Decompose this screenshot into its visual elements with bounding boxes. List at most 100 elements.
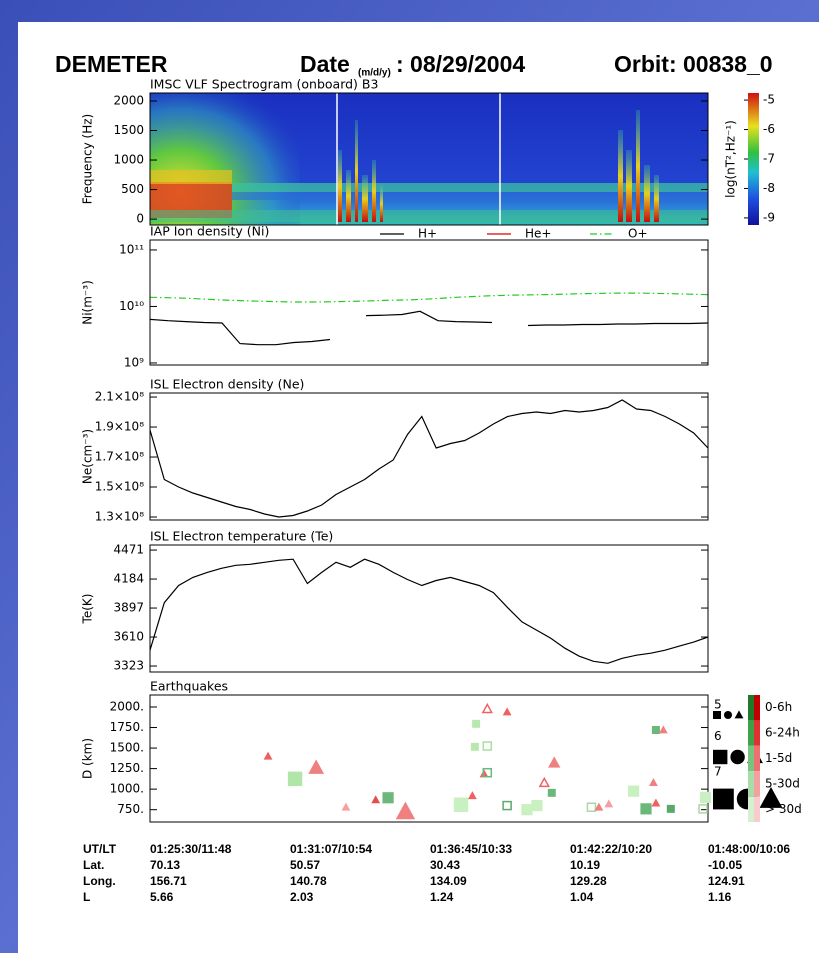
earthquake-point (586, 802, 597, 812)
y-tick-label: 2000. (110, 699, 144, 713)
table-cell: -10.05 (708, 858, 742, 872)
y-tick-label: 1000 (113, 153, 144, 167)
y-tick-label: 1000. (110, 782, 144, 796)
magnitude-legend-marker (724, 711, 732, 719)
y-tick-label: 1250. (110, 761, 144, 775)
earthquake-point (651, 798, 661, 807)
earthquake-point (263, 751, 273, 760)
legend-label: O+ (628, 227, 648, 241)
earthquake-point (382, 792, 394, 804)
y-axis-label: Frequency (Hz) (81, 114, 95, 205)
series-line (149, 558, 709, 664)
magnitude-legend-label: 6 (714, 729, 722, 743)
series-line (149, 292, 709, 303)
y-tick-label: 2.1×10⁸ (95, 390, 144, 404)
earthquake-point (308, 759, 325, 774)
earthquake-point (698, 804, 708, 814)
time-legend-label: 5-30d (765, 776, 800, 790)
time-legend-swatch (754, 771, 760, 797)
earthquake-point (640, 803, 652, 815)
earthquake-point (658, 725, 668, 734)
y-tick-label: 750. (117, 802, 144, 816)
y-tick-label: 10¹⁰ (119, 299, 144, 313)
earthquake-point (502, 707, 512, 716)
table-cell: 01:31:07/10:54 (290, 842, 372, 856)
table-cell: 156.71 (150, 874, 187, 888)
earthquake-point (502, 800, 512, 811)
legend-label: He+ (525, 227, 551, 241)
earthquake-point (547, 788, 556, 797)
plot-frame (149, 544, 709, 673)
table-cell: 70.13 (150, 858, 180, 872)
earthquake-point (481, 702, 493, 714)
y-tick-label: 2000 (113, 93, 144, 107)
earthquake-point (604, 799, 614, 808)
table-cell: 134.09 (430, 874, 467, 888)
y-tick-label: 3323 (113, 659, 144, 673)
earthquake-point (699, 791, 712, 803)
earthquake-point (287, 771, 303, 786)
plot-frame (149, 694, 709, 823)
header-date-label: Date (300, 51, 350, 77)
y-tick-label: 10¹¹ (119, 242, 144, 256)
y-axis-label: Ni(m⁻³) (81, 280, 95, 325)
magnitude-legend-marker (730, 749, 745, 765)
table-cell: 129.28 (570, 874, 607, 888)
table-cell: 50.57 (290, 858, 320, 872)
spectrogram-image (150, 93, 708, 225)
time-legend-swatch (748, 745, 754, 772)
table-cell: 01:36:45/10:33 (430, 842, 512, 856)
magnitude-legend-marker (759, 787, 783, 808)
earthquake-point (482, 741, 493, 751)
earthquake-point (628, 785, 640, 797)
header-title: DEMETER (55, 51, 168, 77)
y-tick-label: 3610 (113, 630, 144, 644)
y-tick-label: 4184 (113, 572, 144, 586)
earthquake-point (521, 804, 533, 816)
time-legend-swatch (748, 720, 754, 746)
table-cell: 30.43 (430, 858, 460, 872)
earthquake-point (468, 791, 477, 800)
earthquake-point (472, 719, 481, 728)
y-tick-label: 1.3×10⁸ (95, 510, 144, 524)
y-axis-label: D (km) (81, 738, 95, 779)
panel-title: ISL Electron temperature (Te) (150, 529, 333, 544)
table-cell: 140.78 (290, 874, 327, 888)
time-legend-swatch (754, 796, 760, 822)
earthquake-point (594, 802, 604, 811)
panel-title: Earthquakes (150, 679, 228, 694)
magnitude-legend-label: 7 (714, 765, 722, 779)
magnitude-legend-label: 5 (714, 698, 722, 712)
earthquake-point (482, 767, 493, 778)
y-tick-label: 3897 (113, 601, 144, 615)
earthquake-point (479, 769, 489, 778)
earthquake-point (649, 777, 658, 786)
time-legend-swatch (748, 771, 754, 797)
colorbar-tick-label: -5 (763, 93, 775, 107)
y-tick-label: 500 (121, 182, 144, 196)
plot-frame (149, 239, 709, 366)
table-cell: 01:42:22/10:20 (570, 842, 652, 856)
series-line (149, 310, 709, 346)
earthquake-point (531, 799, 543, 812)
panel-title: IMSC VLF Spectrogram (onboard) B3 (150, 77, 378, 92)
time-legend-swatch (754, 745, 760, 772)
plot-frame (149, 92, 709, 226)
table-cell: 1.24 (430, 890, 454, 904)
table-row-header: Lat. (83, 858, 104, 872)
table-row-header: UT/LT (83, 842, 117, 856)
time-legend-label: 0-6h (765, 700, 792, 714)
earthquake-point (651, 725, 660, 734)
table-row-header: Long. (83, 874, 116, 888)
y-tick-label: 1750. (110, 720, 144, 734)
earthquake-point (666, 804, 675, 813)
y-tick-label: 1500 (113, 123, 144, 137)
earthquake-point (371, 795, 381, 804)
colorbar-tick-label: -8 (763, 181, 775, 195)
table-cell: 124.91 (708, 874, 745, 888)
table-row-header: L (83, 890, 90, 904)
y-tick-label: 1.9×10⁸ (95, 420, 144, 434)
